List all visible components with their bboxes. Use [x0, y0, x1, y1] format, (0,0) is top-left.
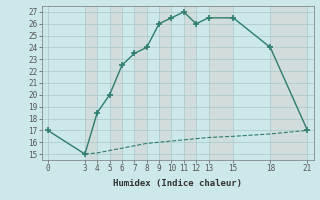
Bar: [209, 6, 233, 160]
Bar: [159, 6, 172, 160]
Bar: [184, 6, 196, 160]
X-axis label: Humidex (Indice chaleur): Humidex (Indice chaleur): [113, 179, 242, 188]
Bar: [109, 6, 122, 160]
Bar: [270, 6, 308, 160]
Bar: [85, 6, 97, 160]
Bar: [134, 6, 147, 160]
